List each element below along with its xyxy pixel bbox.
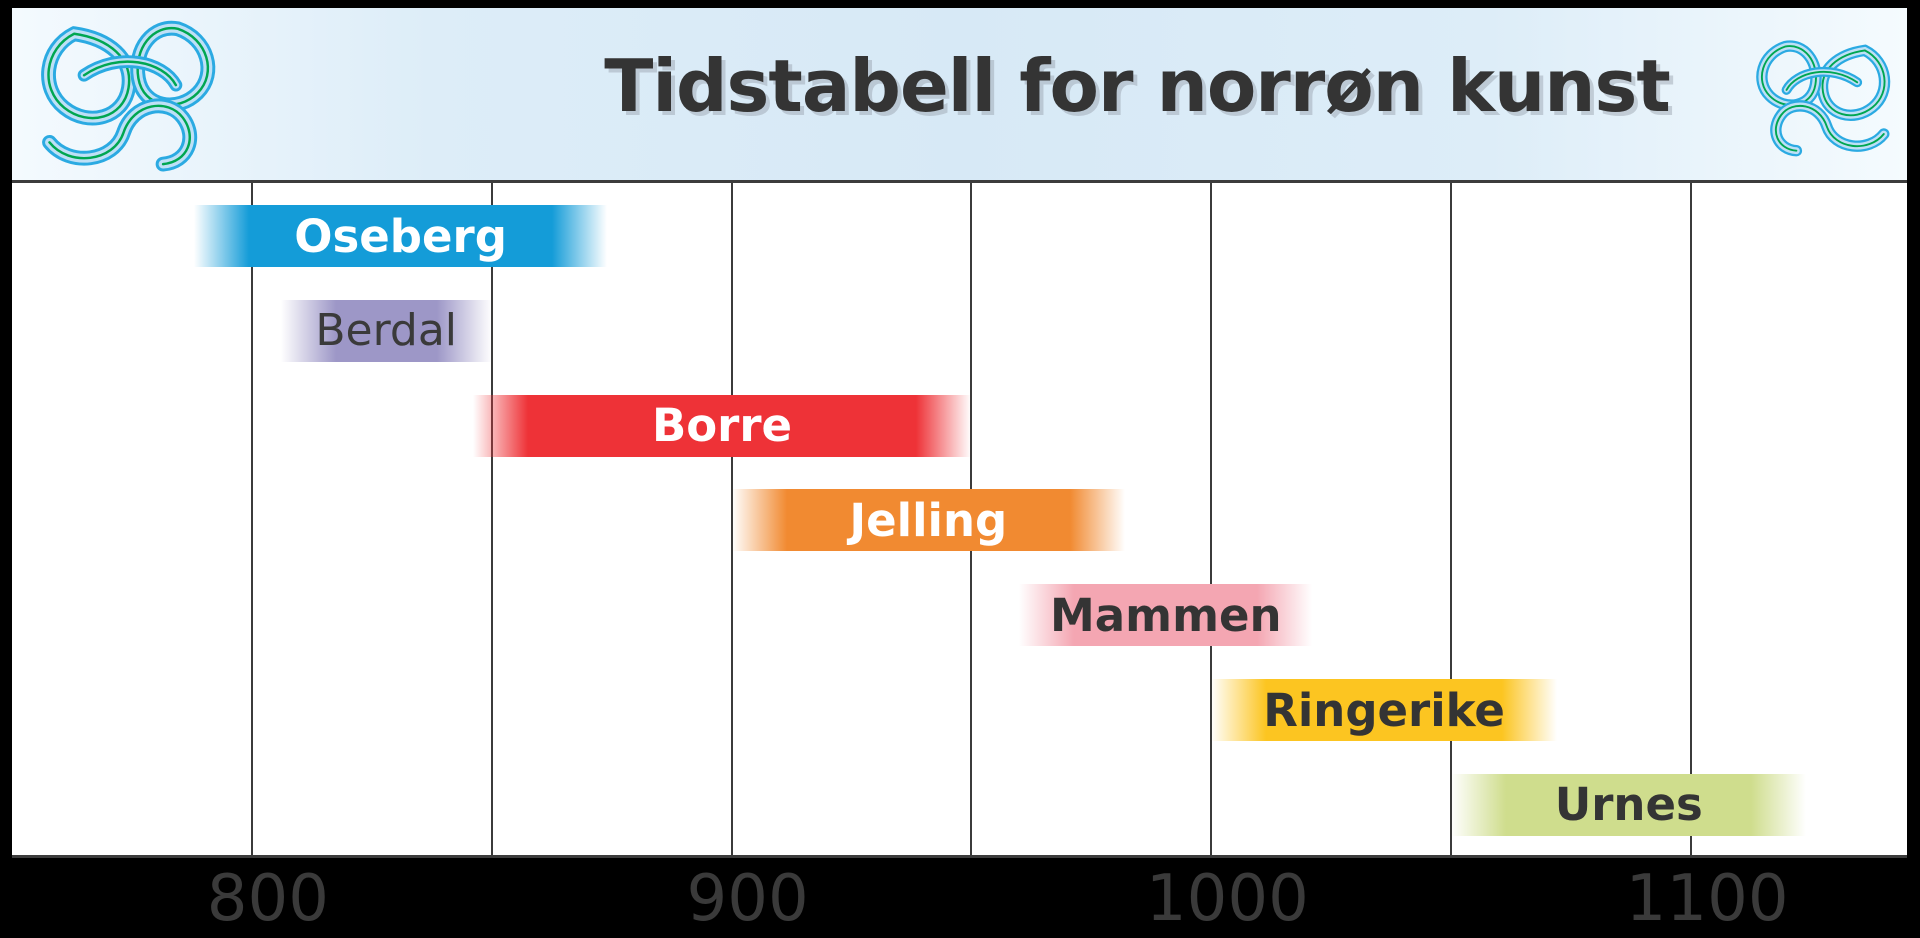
- bar-label-mammen: Mammen: [1050, 588, 1282, 642]
- gridline-1100: [1690, 183, 1693, 855]
- timeline-bar-mammen: Mammen: [1019, 584, 1313, 647]
- gridline-850: [490, 183, 493, 855]
- gridline-800: [250, 183, 253, 855]
- axis-tick-label-1000: 1000: [1145, 862, 1309, 936]
- norse-knot-icon: [26, 14, 231, 172]
- plot-area: Oseberg Berdal Borre Jelling Mammen Ringerike…: [12, 180, 1907, 858]
- chart-header: Tidstabell for norrøn kunst: [12, 8, 1907, 180]
- norse-knot-icon: [1747, 16, 1899, 176]
- page-title: Tidstabell for norrøn kunst: [604, 44, 1671, 128]
- gridline-1050: [1450, 183, 1453, 855]
- axis-tick-label-1100: 1100: [1625, 862, 1789, 936]
- timeline-bar-jelling: Jelling: [731, 489, 1125, 552]
- chart-frame: Tidstabell for norrøn kunst: [12, 8, 1907, 858]
- timeline-bar-urnes: Urnes: [1451, 773, 1807, 836]
- axis-tick-label-800: 800: [206, 862, 329, 936]
- axis-tick-label-900: 900: [686, 862, 809, 936]
- timeline-bar-borre: Borre: [472, 394, 972, 457]
- bar-label-borre: Borre: [651, 399, 793, 453]
- gridline-1000: [1210, 183, 1213, 855]
- bar-label-jelling: Jelling: [849, 493, 1008, 547]
- bar-label-urnes: Urnes: [1554, 778, 1703, 832]
- bar-label-ringerike: Ringerike: [1263, 683, 1505, 737]
- timeline-bar-oseberg: Oseberg: [194, 205, 607, 267]
- timeline-bar-ringerike: Ringerike: [1211, 679, 1557, 741]
- bar-label-oseberg: Oseberg: [294, 209, 507, 263]
- x-axis: 800 900 1000 1100: [0, 858, 1920, 938]
- timeline-bar-berdal: Berdal: [280, 299, 492, 362]
- bar-label-berdal: Berdal: [315, 305, 458, 357]
